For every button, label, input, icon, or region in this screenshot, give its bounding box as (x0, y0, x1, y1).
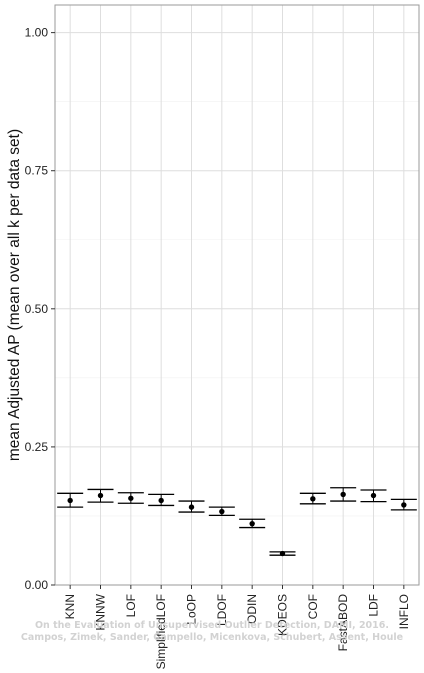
y-tick-label: 0.75 (25, 164, 49, 178)
y-tick-label: 0.00 (25, 578, 49, 592)
x-tick-label: INFLO (397, 594, 411, 629)
y-axis-title: mean Adjusted AP (mean over all k per da… (6, 129, 23, 461)
watermark-line-2: Campos, Zimek, Sander, Campello, Micenko… (20, 632, 404, 643)
x-tick-label: KNN (63, 594, 77, 619)
data-point (67, 497, 73, 504)
data-point (188, 504, 195, 510)
x-tick-label: KNNW (94, 593, 108, 630)
data-point (310, 496, 316, 502)
data-point (340, 491, 346, 498)
x-tick-label: COF (306, 594, 320, 619)
plot-background (55, 5, 419, 585)
x-tick-label: SimplifiedLOF (154, 594, 168, 669)
x-tick-label: ODIN (245, 594, 259, 624)
x-tick-label: LoOP (185, 594, 199, 625)
data-point (401, 502, 407, 508)
data-point (158, 497, 164, 504)
x-tick-label: LDOF (215, 594, 229, 626)
data-point (128, 495, 134, 501)
watermark-line-1: On the Evaluation of Unsupervised Outlie… (34, 620, 390, 631)
y-tick-label: 0.25 (25, 440, 49, 454)
x-tick-label: LDF (367, 594, 381, 617)
data-point (279, 550, 286, 557)
x-tick-label: KDEOS (276, 594, 290, 636)
data-point (249, 520, 255, 527)
x-tick-label: FastABOD (336, 594, 350, 652)
data-point (97, 492, 104, 499)
y-tick-label: 0.50 (25, 302, 49, 316)
panel-border (54, 4, 420, 586)
data-point (370, 492, 377, 499)
data-point (219, 508, 225, 515)
x-tick-label: LOF (124, 594, 138, 617)
y-tick-label: 1.00 (25, 26, 49, 40)
